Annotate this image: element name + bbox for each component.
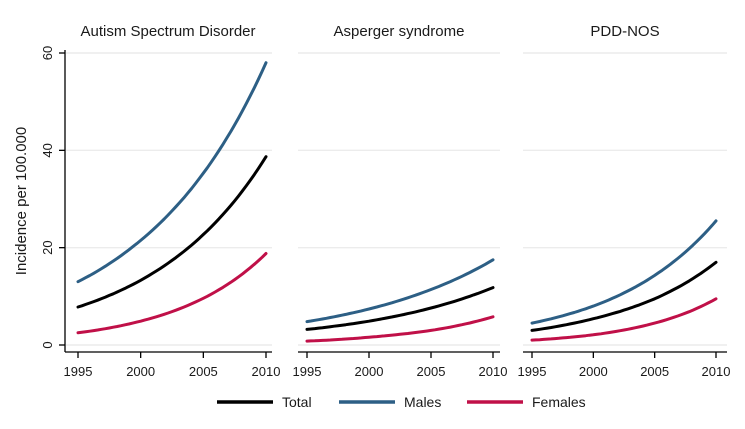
panel-title: Autism Spectrum Disorder <box>80 23 255 40</box>
y-tick-label: 60 <box>40 46 55 60</box>
y-axis-label: Incidence per 100.000 <box>13 127 30 275</box>
series-line-total <box>76 155 268 309</box>
series-line-males <box>305 258 495 324</box>
series-line-males <box>530 219 718 325</box>
series-line-females <box>305 315 495 343</box>
x-tick-label: 1995 <box>64 364 93 379</box>
x-tick-label: 2000 <box>579 364 608 379</box>
x-tick-label: 2005 <box>417 364 446 379</box>
x-tick-label: 2005 <box>640 364 669 379</box>
x-tick-label: 2010 <box>702 364 731 379</box>
x-tick-label: 2005 <box>189 364 218 379</box>
y-tick-label: 20 <box>40 240 55 254</box>
y-tick-label: 0 <box>40 341 55 348</box>
legend-label-total: Total <box>282 394 312 410</box>
series-line-total <box>530 260 718 332</box>
x-tick-label: 2000 <box>355 364 384 379</box>
x-tick-label: 1995 <box>293 364 322 379</box>
x-tick-label: 1995 <box>518 364 547 379</box>
y-tick-label: 40 <box>40 143 55 157</box>
series-line-males <box>76 61 268 284</box>
series-line-females <box>530 297 718 342</box>
panel-title: PDD-NOS <box>590 23 659 40</box>
x-tick-label: 2010 <box>252 364 281 379</box>
legend-label-males: Males <box>404 394 441 410</box>
x-tick-label: 2010 <box>479 364 508 379</box>
series-line-females <box>76 252 268 335</box>
x-tick-label: 2000 <box>126 364 155 379</box>
panel-title: Asperger syndrome <box>334 23 465 40</box>
series-line-total <box>305 286 495 331</box>
legend-label-females: Females <box>532 394 586 410</box>
